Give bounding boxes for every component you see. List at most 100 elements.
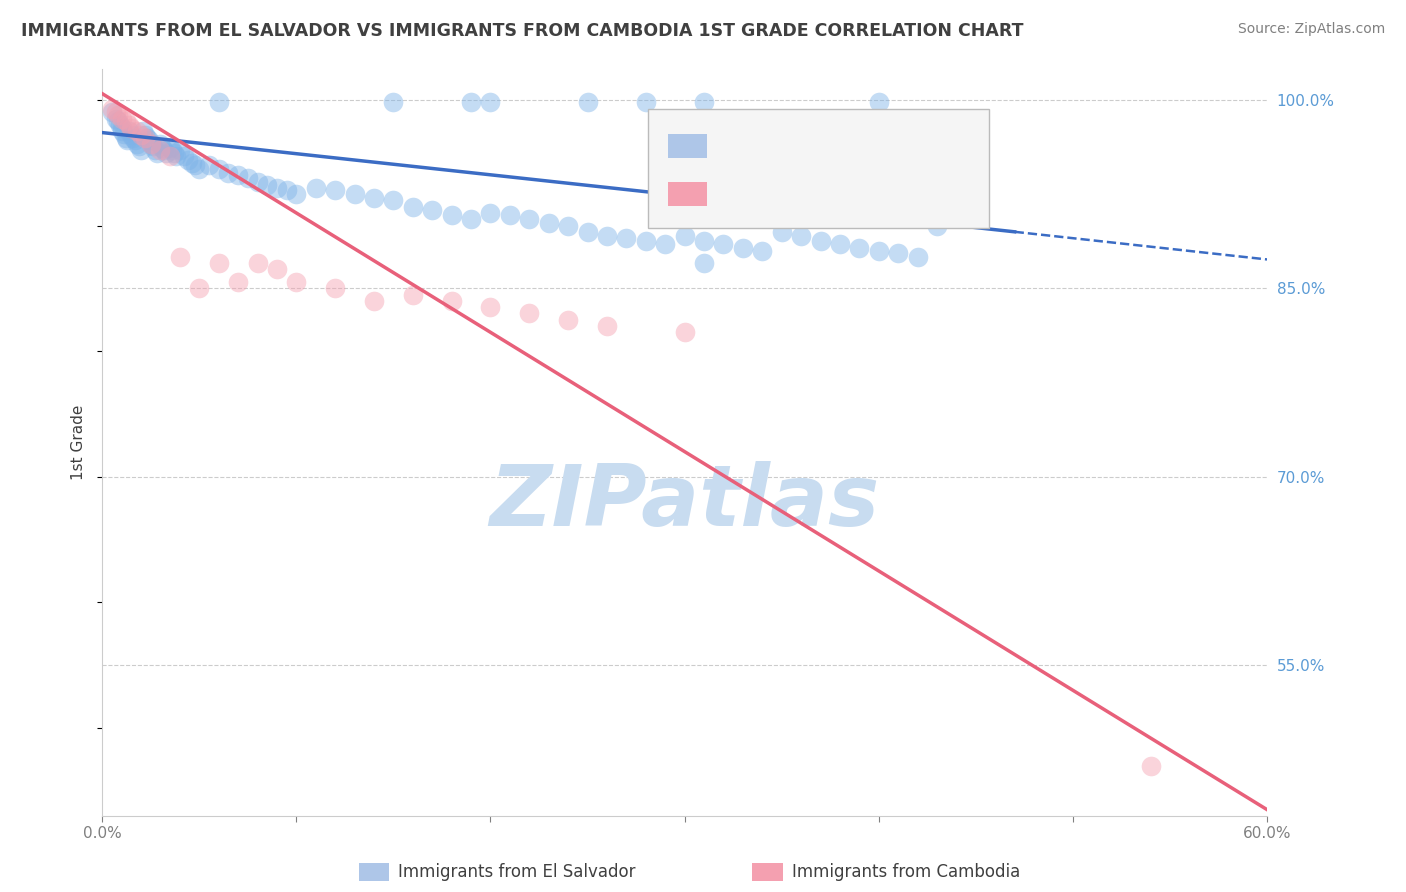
- Point: [149, 136, 172, 151]
- Point: [118, 118, 141, 132]
- Point: [117, 133, 139, 147]
- Point: [440, 293, 463, 308]
- Point: [236, 170, 259, 185]
- Point: [120, 120, 142, 135]
- Point: [460, 95, 482, 110]
- Point: [112, 127, 135, 141]
- Y-axis label: 1st Grade: 1st Grade: [72, 405, 86, 480]
- Text: N =: N =: [852, 136, 891, 153]
- Point: [139, 136, 162, 151]
- Text: R =: R =: [721, 184, 759, 202]
- Point: [557, 219, 579, 233]
- Point: [173, 149, 195, 163]
- Point: [124, 133, 146, 147]
- Point: [266, 262, 288, 277]
- Point: [596, 318, 619, 333]
- Point: [537, 216, 560, 230]
- Point: [693, 256, 716, 270]
- Text: ZIPatlas: ZIPatlas: [489, 460, 880, 543]
- Point: [907, 250, 929, 264]
- Point: [169, 143, 191, 157]
- Point: [138, 133, 160, 147]
- Text: IMMIGRANTS FROM EL SALVADOR VS IMMIGRANTS FROM CAMBODIA 1ST GRADE CORRELATION CH: IMMIGRANTS FROM EL SALVADOR VS IMMIGRANT…: [21, 22, 1024, 40]
- Point: [139, 136, 162, 151]
- Point: [217, 166, 239, 180]
- Point: [770, 225, 793, 239]
- Point: [420, 203, 443, 218]
- Point: [382, 95, 405, 110]
- Point: [132, 124, 155, 138]
- Point: [127, 136, 149, 151]
- Point: [104, 105, 127, 120]
- Point: [108, 118, 131, 132]
- Point: [323, 183, 346, 197]
- Point: [101, 105, 124, 120]
- Point: [111, 120, 134, 135]
- Point: [184, 158, 207, 172]
- Point: [925, 219, 948, 233]
- Point: [713, 237, 735, 252]
- Point: [693, 95, 716, 110]
- Point: [165, 149, 187, 163]
- Point: [246, 175, 269, 189]
- Point: [142, 139, 165, 153]
- Text: Immigrants from El Salvador: Immigrants from El Salvador: [398, 863, 636, 881]
- Text: Source: ZipAtlas.com: Source: ZipAtlas.com: [1237, 22, 1385, 37]
- Point: [276, 183, 298, 197]
- Point: [160, 143, 183, 157]
- Point: [731, 241, 754, 255]
- Point: [460, 212, 482, 227]
- Point: [479, 206, 502, 220]
- Point: [159, 149, 181, 163]
- Point: [169, 250, 191, 264]
- Point: [790, 228, 813, 243]
- Point: [751, 244, 773, 258]
- Point: [868, 95, 890, 110]
- Text: Immigrants from Cambodia: Immigrants from Cambodia: [792, 863, 1019, 881]
- Point: [159, 141, 181, 155]
- Point: [122, 130, 145, 145]
- Text: R =: R =: [721, 136, 759, 153]
- Point: [188, 161, 211, 176]
- Point: [382, 194, 405, 208]
- Point: [107, 108, 129, 122]
- Point: [163, 145, 186, 160]
- Point: [440, 209, 463, 223]
- Point: [479, 95, 502, 110]
- Point: [343, 187, 366, 202]
- Point: [479, 300, 502, 314]
- Point: [285, 275, 308, 289]
- Point: [576, 95, 599, 110]
- Point: [134, 128, 156, 142]
- Text: -0.530: -0.530: [773, 136, 831, 153]
- Point: [152, 141, 174, 155]
- Point: [127, 124, 149, 138]
- Point: [402, 287, 425, 301]
- Point: [634, 234, 657, 248]
- Point: [111, 124, 134, 138]
- Point: [155, 145, 177, 160]
- Point: [226, 169, 249, 183]
- Point: [305, 181, 328, 195]
- Point: [323, 281, 346, 295]
- Point: [634, 95, 657, 110]
- Point: [246, 256, 269, 270]
- Text: N =: N =: [852, 184, 891, 202]
- Point: [101, 102, 124, 116]
- Point: [868, 244, 890, 258]
- Text: -0.914: -0.914: [773, 184, 831, 202]
- Point: [129, 143, 152, 157]
- Point: [654, 237, 676, 252]
- Point: [128, 139, 150, 153]
- Point: [693, 234, 716, 248]
- Point: [143, 143, 166, 157]
- Point: [673, 228, 696, 243]
- Point: [576, 225, 599, 239]
- Point: [208, 95, 231, 110]
- Point: [226, 275, 249, 289]
- Point: [104, 112, 127, 126]
- Point: [135, 130, 157, 145]
- Point: [129, 128, 152, 142]
- Point: [256, 178, 278, 193]
- Point: [557, 312, 579, 326]
